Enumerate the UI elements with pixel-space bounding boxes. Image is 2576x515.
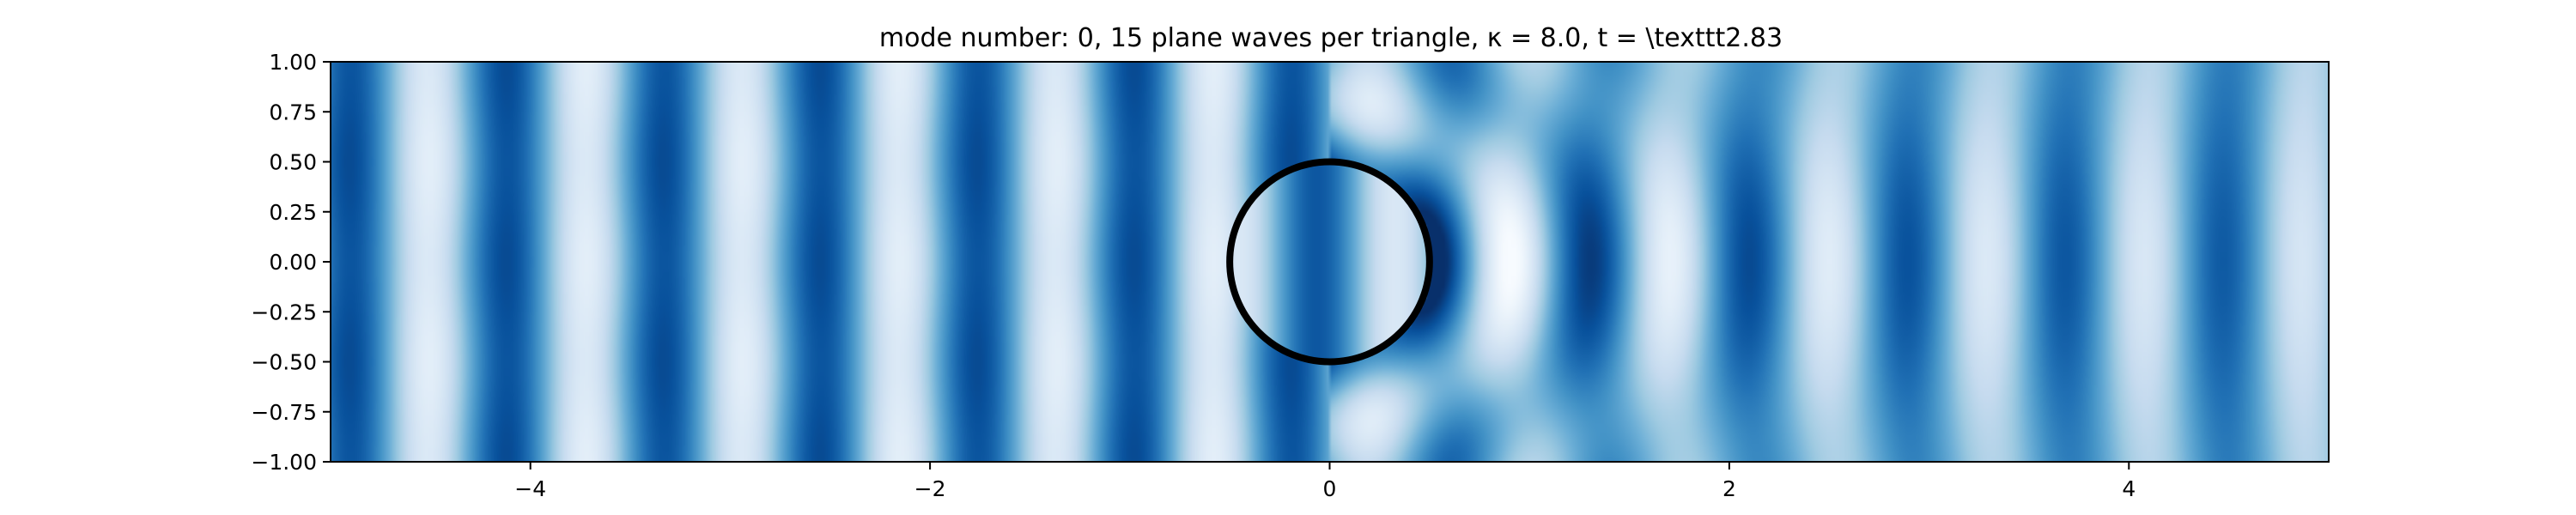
x-tick-label: 4 [2122,476,2136,501]
chart-title: mode number: 0, 15 plane waves per trian… [879,23,1783,53]
heatmap-image [331,62,2329,462]
y-tick-label: −0.75 [251,400,317,425]
y-tick-label: 0.00 [269,250,317,275]
y-axis: 1.00 0.75 0.50 0.25 0.00 −0.25 −0.50 −0.75 −1.00 [251,50,331,475]
obstacle-layer [1226,158,1433,366]
y-tick-label: 0.75 [269,100,317,124]
x-tick-label: −2 [914,476,946,501]
x-tick-label: −4 [514,476,546,501]
y-tick-label: 1.00 [269,50,317,75]
obstacle-circle [1226,158,1433,366]
x-tick-label: 0 [1323,476,1337,501]
y-tick-label: 0.50 [269,150,317,175]
x-tick-label: 2 [1722,476,1736,501]
x-axis: −4 −2 0 2 4 [514,462,2136,501]
y-tick-label: −0.25 [251,300,317,324]
heatmap [331,62,2329,462]
y-tick-label: 0.25 [269,200,317,225]
y-tick-label: −1.00 [251,450,317,475]
y-tick-label: −0.50 [251,350,317,375]
